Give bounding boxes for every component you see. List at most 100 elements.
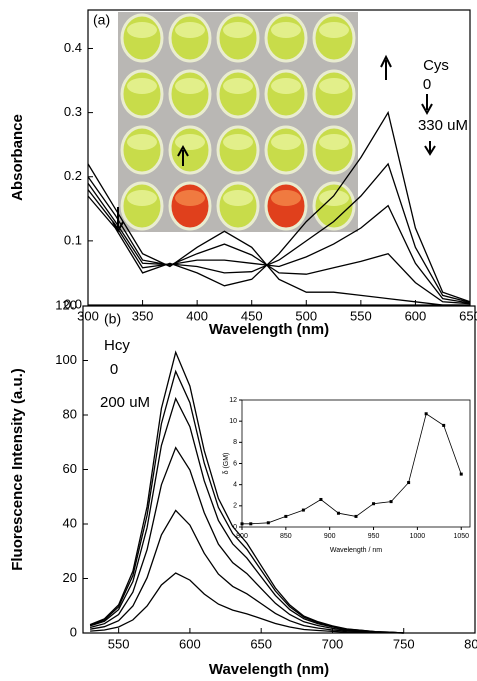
x-tick-label: 650: [459, 308, 477, 323]
series-line: [87, 182, 471, 304]
annotation: Hcy: [104, 337, 130, 354]
x-tick-label: 600: [179, 636, 201, 651]
well-top: [271, 22, 301, 38]
y-axis-label: δ (GM): [223, 453, 230, 475]
well-top: [319, 78, 349, 94]
y-tick-label: 10: [229, 418, 237, 425]
point: [372, 502, 376, 506]
series-line: [89, 350, 404, 634]
well-top: [223, 78, 253, 94]
x-tick-label: 900: [324, 533, 336, 540]
y-tick-label: 40: [63, 515, 77, 530]
plot-frame: [82, 305, 476, 634]
y-axis-label: Absorbance: [9, 114, 26, 201]
x-tick-label: 650: [250, 636, 272, 651]
panel-label: (a): [93, 12, 110, 28]
point: [240, 522, 244, 526]
cys-arrow: [421, 94, 433, 116]
wells: [120, 13, 356, 231]
fluor-arrow: [177, 144, 189, 166]
x-axis-label: Wavelength (nm): [209, 321, 329, 338]
annotation: 0: [423, 76, 431, 93]
series-line: [89, 509, 404, 634]
x-tick-label: 500: [295, 308, 317, 323]
point: [442, 423, 446, 427]
y-tick-label: 6: [233, 460, 237, 467]
y-tick-label: 0.0: [64, 296, 82, 311]
x-tick-label: 800: [236, 533, 248, 540]
series-line: [242, 413, 462, 525]
annotation: 0: [110, 361, 118, 378]
well-top: [127, 78, 157, 94]
y-tick-label: 12: [229, 397, 237, 404]
plot-frame: [87, 9, 471, 306]
point: [424, 412, 428, 416]
well-top: [271, 190, 301, 206]
well-top: [223, 190, 253, 206]
well-top: [271, 78, 301, 94]
well-top: [175, 78, 205, 94]
x-tick-label: 350: [132, 308, 154, 323]
y-tick-label: 120: [55, 297, 77, 312]
y-tick-label: 0: [70, 624, 77, 639]
well-top: [319, 22, 349, 38]
panel-label: (b): [104, 311, 121, 327]
x-tick-label: 950: [368, 533, 380, 540]
well-top: [175, 134, 205, 150]
x-tick-label: 1050: [453, 533, 469, 540]
chart-panel: 550600650700750800020406080100120Wavelen…: [9, 297, 477, 678]
y-tick-label: 20: [63, 570, 77, 585]
series-line: [90, 572, 404, 634]
y-tick-label: 0: [233, 524, 237, 531]
well-top: [175, 190, 205, 206]
chart-panel: 800 850 900 950 1000 1050 0 2 4 6 8 10 12 Wavelength …: [223, 397, 471, 554]
x-tick-label: 600: [405, 308, 427, 323]
point: [336, 511, 340, 515]
y-tick-label: 8: [233, 439, 237, 446]
y-tick-label: 4: [233, 482, 237, 489]
y-axis-label: Fluorescence Intensity (a.u.): [9, 368, 26, 571]
y-tick-label: 0.2: [64, 168, 82, 183]
y-tick-label: 0.1: [64, 232, 82, 247]
arrow-down: [424, 141, 436, 156]
series-line: [89, 446, 404, 634]
y-tick-label: 80: [63, 406, 77, 421]
x-tick-label: 1000: [410, 533, 426, 540]
x-tick-label: 400: [186, 308, 208, 323]
well-top: [319, 134, 349, 150]
x-tick-label: 800: [464, 636, 477, 651]
x-axis-label: Wavelength / nm: [330, 547, 382, 554]
point: [459, 472, 463, 476]
well-top: [175, 22, 205, 38]
well-top: [223, 134, 253, 150]
y-tick-label: 0.4: [64, 40, 82, 55]
plot-frame: [241, 399, 471, 528]
x-tick-label: 700: [322, 636, 344, 651]
point: [389, 500, 393, 504]
photo-inset: [118, 12, 358, 232]
x-tick-label: 550: [350, 308, 372, 323]
series-line: [87, 162, 471, 304]
x-tick-label: 550: [108, 636, 130, 651]
x-tick-label: 750: [393, 636, 415, 651]
x-tick-label: 450: [241, 308, 263, 323]
annotation: 330 uM: [418, 117, 468, 134]
well-top: [319, 190, 349, 206]
point: [354, 514, 358, 518]
well-top: [127, 22, 157, 38]
annotation: 200 uM: [100, 394, 150, 411]
well-top: [271, 134, 301, 150]
x-axis-label: Wavelength (nm): [209, 661, 329, 678]
y-tick-label: 100: [55, 352, 77, 367]
x-tick-label: 850: [280, 533, 292, 540]
well-top: [127, 190, 157, 206]
y-tick-label: 2: [233, 503, 237, 510]
point: [407, 481, 411, 485]
point: [301, 508, 305, 512]
y-tick-label: 0.3: [64, 104, 82, 119]
series-line: [87, 176, 471, 305]
well-top: [127, 134, 157, 150]
point: [266, 521, 270, 525]
well-top: [223, 22, 253, 38]
